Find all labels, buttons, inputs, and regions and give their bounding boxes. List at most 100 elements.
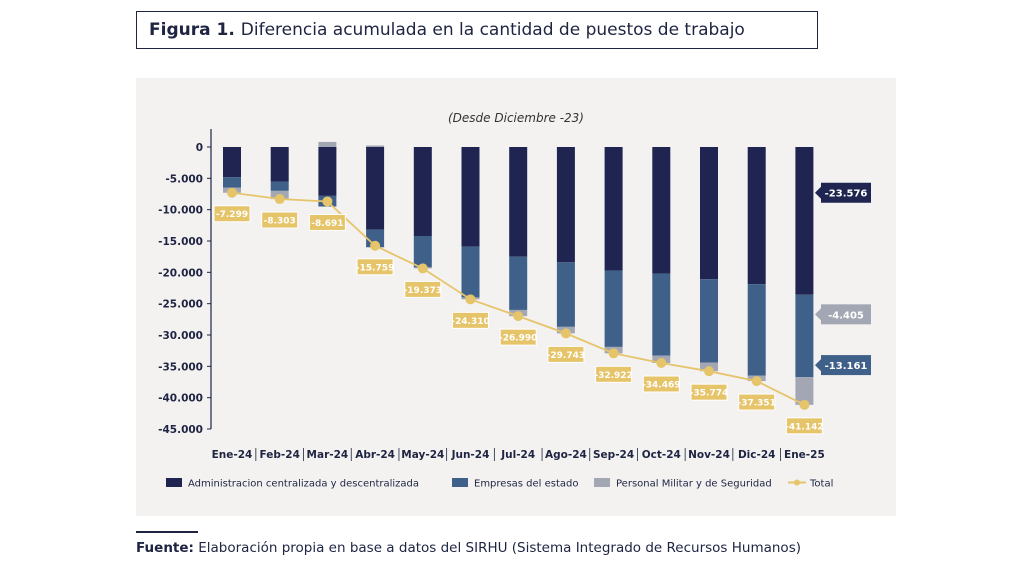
bar-admin [700, 147, 718, 280]
y-tick-label: -15.000 [158, 236, 203, 248]
bar-empresas [270, 181, 289, 191]
legend-swatch [594, 478, 610, 487]
bar-admin [223, 147, 241, 178]
bar-empresas [461, 246, 480, 298]
bar-empresas [747, 284, 766, 376]
total-point [656, 358, 667, 369]
source-text: Elaboración propia en base a datos del S… [198, 540, 801, 556]
end-label-box [821, 355, 871, 376]
legend-label: Personal Militar y de Seguridad [616, 479, 772, 490]
total-point-label: -19.373 [404, 280, 442, 298]
x-tick-label: Dic-24 [738, 449, 776, 461]
total-point [274, 194, 285, 205]
chart-panel: (Desde Diciembre -23) 0 -5.000 -10.000 -15.0… [136, 78, 896, 516]
total-label-box [738, 393, 776, 411]
bar-admin [413, 147, 432, 236]
y-tick-label: -35.000 [158, 361, 203, 373]
total-point [513, 311, 524, 322]
total-point [227, 187, 237, 198]
total-point [417, 263, 428, 274]
end-label-militar: -4.405 [815, 304, 871, 325]
total-point [560, 328, 571, 339]
bar-admin [461, 147, 480, 247]
total-point-label: -15.759 [356, 258, 394, 276]
total-point-label: -8.303 [261, 211, 299, 229]
figure-label: Figura 1. [149, 20, 235, 40]
total-label-text: -15.759 [356, 263, 394, 273]
y-tick-label: -40.000 [158, 393, 203, 405]
bar-admin [509, 147, 528, 257]
total-point-label: -34.469 [642, 375, 681, 393]
end-label-arrow [815, 186, 821, 199]
legend-item: Total [788, 479, 833, 490]
x-tick-label: Ene-25 [784, 449, 825, 461]
y-tick-label: -5.000 [165, 173, 203, 185]
total-label-text: -32.922 [594, 371, 632, 381]
total-label-text: -37.351 [737, 399, 775, 409]
x-tick-label: Ene-24 [212, 449, 253, 461]
bar-admin [318, 147, 337, 196]
total-label-text: -41.142 [785, 422, 823, 432]
total-point [704, 366, 714, 377]
total-label-box [547, 345, 585, 363]
source-note: Fuente: Elaboración propia en base a dat… [136, 540, 801, 556]
bar-admin [747, 147, 766, 285]
total-label-text: -19.373 [404, 286, 442, 296]
source-label: Fuente: [136, 540, 194, 556]
total-point-label: -26.990 [499, 328, 537, 346]
total-label-box [690, 383, 728, 401]
chart-subtitle: (Desde Diciembre -23) [448, 111, 584, 125]
total-label-text: -24.310 [451, 317, 489, 327]
stacked-bar-chart: (Desde Diciembre -23) 0 -5.000 -10.000 -15.0… [158, 111, 871, 490]
legend-label: Administracion centralizada y descentral… [188, 479, 419, 490]
total-label-box [261, 211, 299, 229]
total-label-text: -34.469 [642, 381, 680, 391]
y-tick-label: -25.000 [158, 299, 203, 311]
bar-empresas [795, 294, 814, 378]
legend-swatch [452, 478, 468, 487]
y-tick-label: -10.000 [158, 205, 203, 217]
legend-label: Total [809, 479, 833, 490]
bar-empresas [604, 270, 623, 347]
total-point-label: -29.743 [547, 345, 585, 363]
total-point [608, 348, 619, 359]
y-tick-label: 0 [196, 142, 203, 154]
total-label-box [404, 280, 442, 298]
x-tick-label: Feb-24 [260, 449, 300, 461]
total-point-label: -8.691 [308, 213, 346, 231]
end-label-arrow [815, 308, 821, 321]
total-point [799, 399, 810, 410]
x-tick-label: Mar-24 [307, 449, 349, 461]
bar-militar [795, 377, 814, 405]
legend-item: Administracion centralizada y descentral… [166, 478, 419, 490]
y-tick-label: -20.000 [158, 267, 203, 279]
bar-admin [366, 147, 385, 230]
figure-title-box: Figura 1. Diferencia acumulada en la can… [136, 11, 818, 49]
total-label-text: -8.303 [264, 217, 296, 227]
bar-empresas [652, 273, 671, 356]
legend-swatch-dot [794, 479, 800, 486]
total-point [465, 294, 476, 305]
total-label-text: -7.299 [216, 210, 248, 220]
total-point-label: -37.351 [737, 393, 776, 411]
total-label-box [785, 417, 823, 435]
y-tick-label: -30.000 [158, 330, 203, 342]
bar-empresas [556, 262, 575, 327]
figure-title: Diferencia acumulada en la cantidad de p… [240, 20, 745, 40]
total-label-box [595, 365, 633, 383]
bar-empresas [509, 256, 528, 310]
end-label-text: -13.161 [825, 361, 868, 372]
end-label-admin: -23.576 [815, 182, 871, 203]
x-tick-label: Oct-24 [642, 449, 681, 461]
total-label-text: -35.774 [690, 389, 728, 399]
total-point [751, 376, 762, 387]
total-point-label: -24.310 [451, 311, 490, 329]
total-label-box [452, 311, 489, 329]
bar-militar [366, 145, 385, 147]
bar-admin [795, 147, 814, 295]
legend-item: Empresas del estado [452, 478, 579, 490]
x-tick-label: Jul-24 [500, 449, 535, 461]
end-label-empresas: -13.161 [815, 355, 871, 376]
end-label-text: -4.405 [828, 310, 864, 321]
x-tick-label: Sep-24 [593, 449, 634, 461]
